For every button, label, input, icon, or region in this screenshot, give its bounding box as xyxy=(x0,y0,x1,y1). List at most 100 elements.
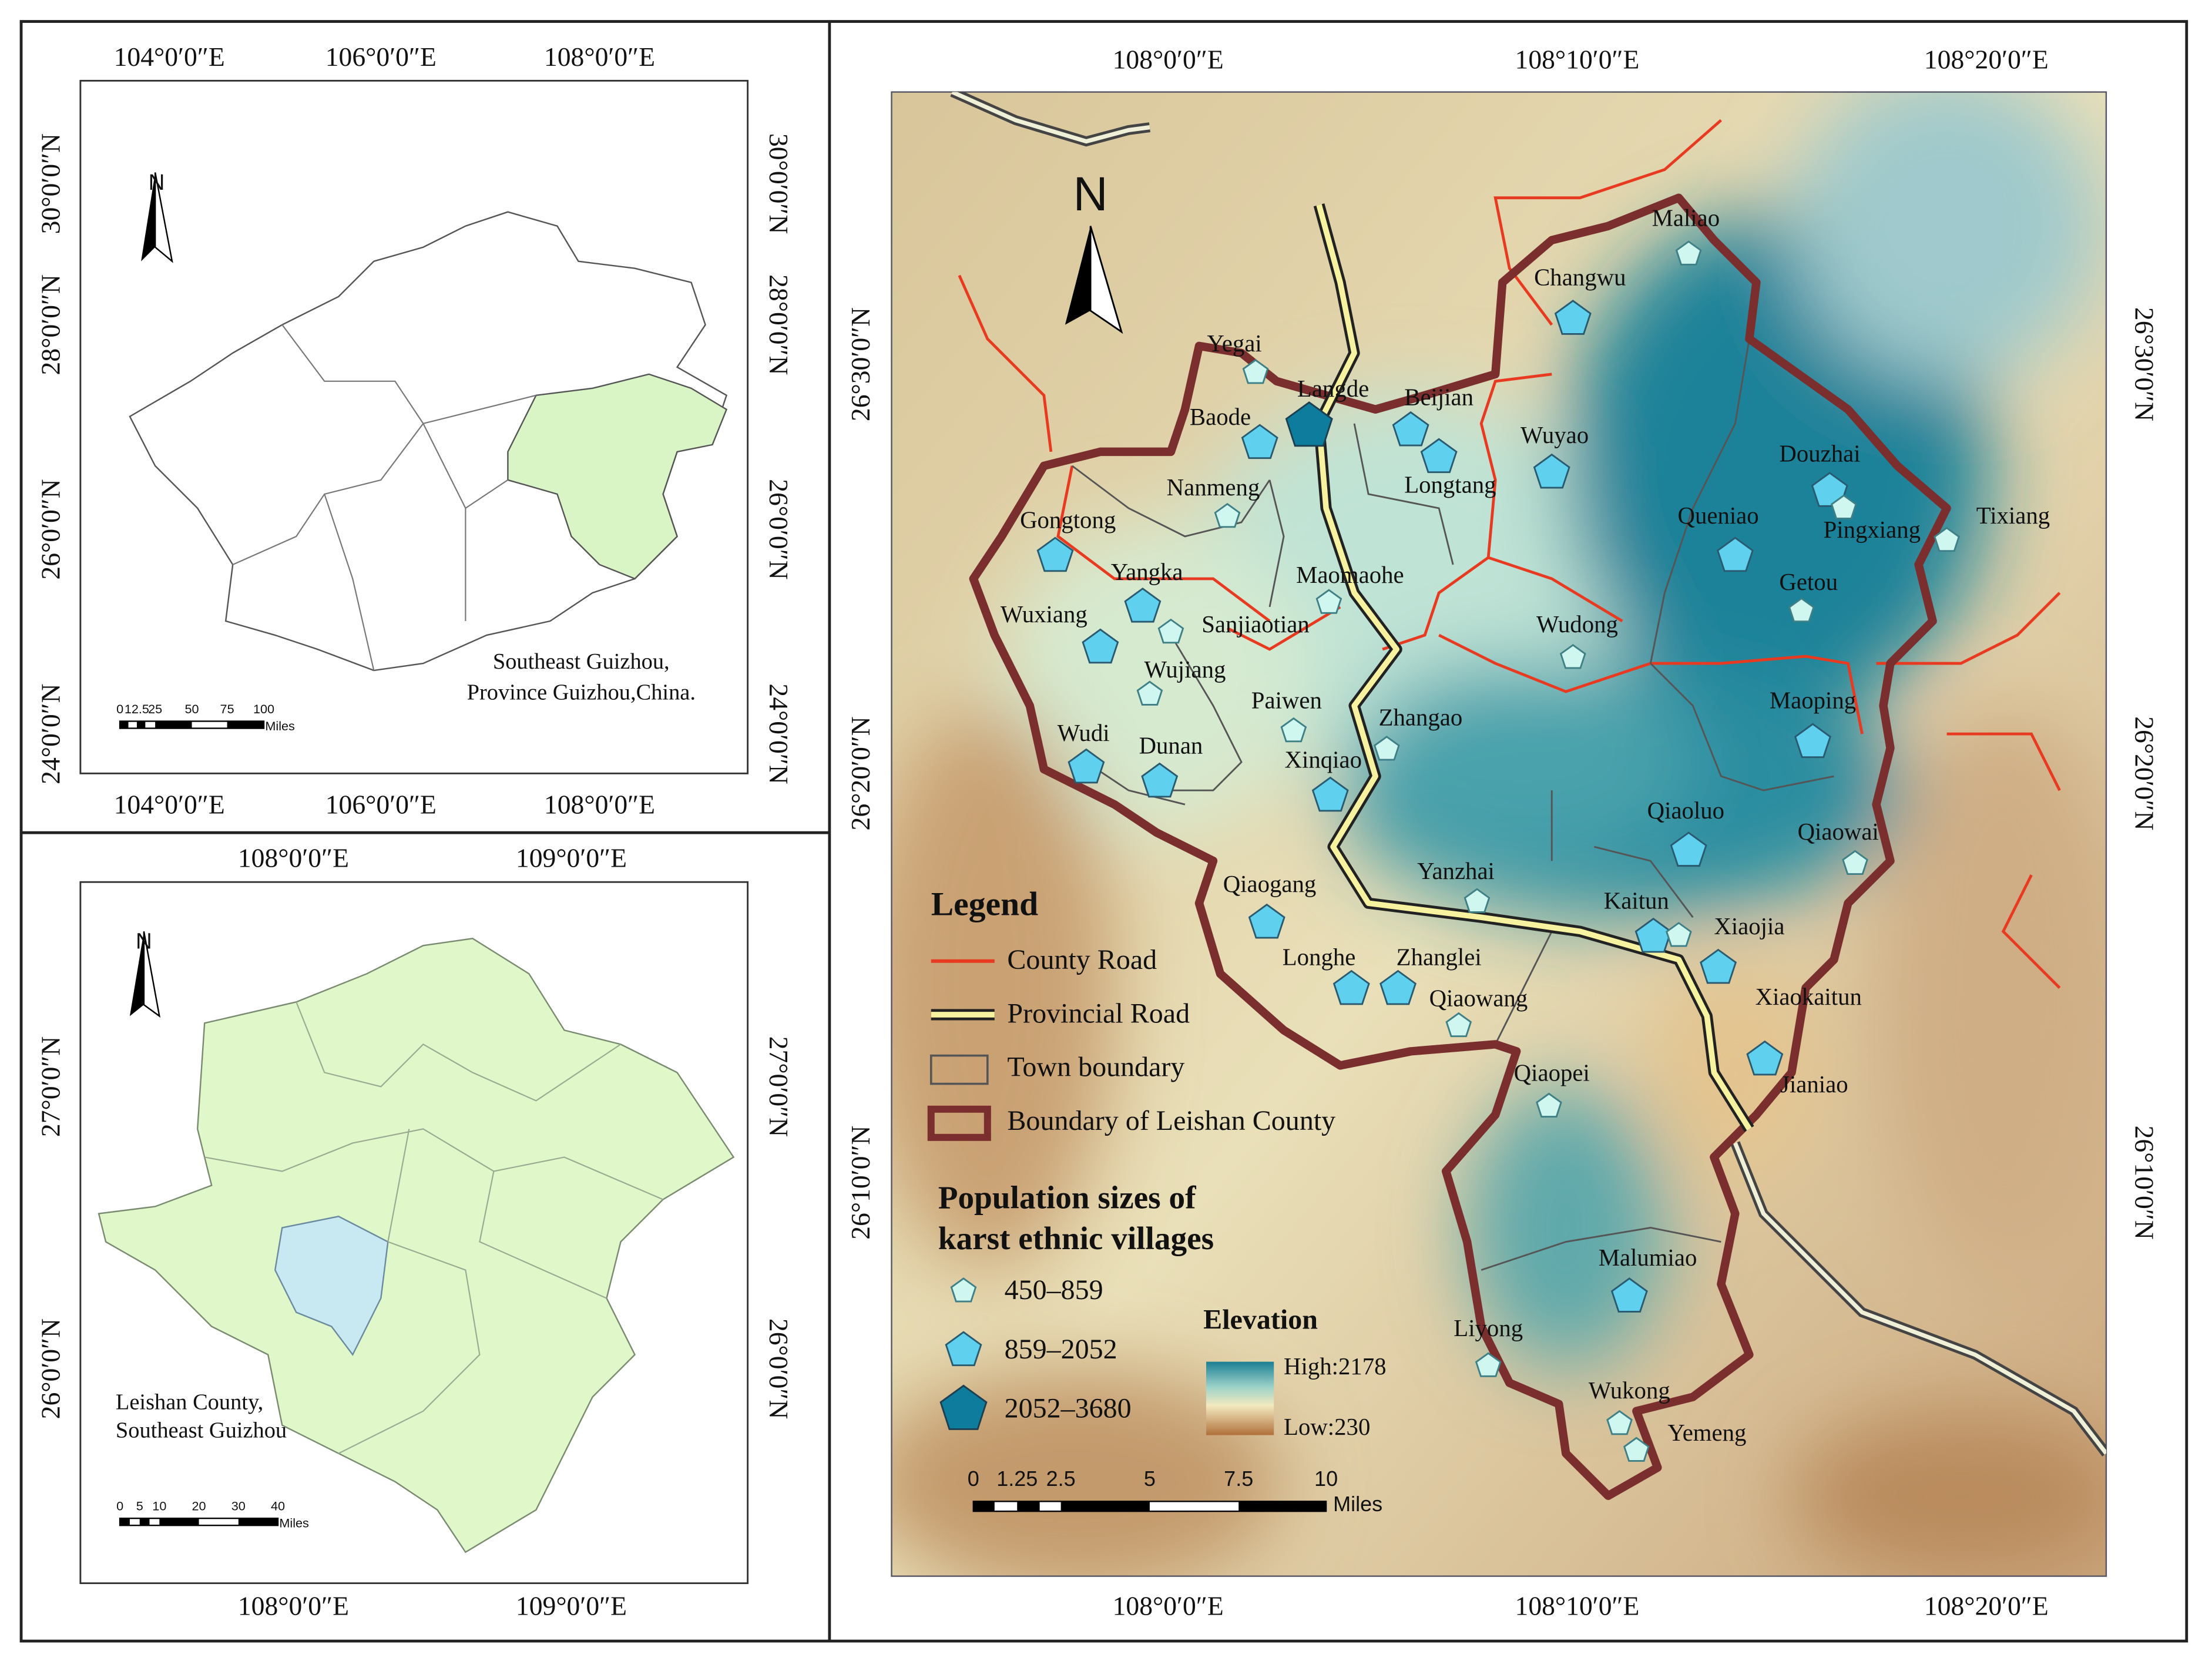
village-marker xyxy=(1794,723,1831,759)
village-marker xyxy=(1082,628,1119,664)
village-label: Xinqiao xyxy=(1285,746,1362,773)
x-tick-label: 108°0′0″E xyxy=(544,42,655,72)
village-label: Qiaowai xyxy=(1798,818,1879,845)
legend-marker xyxy=(950,1277,977,1303)
legend-marker xyxy=(945,1331,982,1367)
scale-label: 50 xyxy=(185,702,199,716)
village-marker xyxy=(1141,762,1179,798)
village-label: Xiaokaitun xyxy=(1755,984,1862,1010)
scale-label: 40 xyxy=(271,1499,285,1514)
north-arrow xyxy=(141,172,156,261)
southeast-guizhou xyxy=(98,938,735,1553)
y-tick-label: 28°0′0″N xyxy=(36,274,66,375)
legend-marker xyxy=(939,1384,988,1430)
y-tick-label: 26°0′0″N xyxy=(36,479,66,579)
north-label: N xyxy=(149,170,165,195)
y-tick-label: 26°20′0″N xyxy=(2129,716,2159,830)
village-label: Wudi xyxy=(1058,720,1110,746)
village-label: Wukong xyxy=(1589,1377,1670,1404)
y-tick-label: 26°10′0″N xyxy=(845,1126,875,1240)
village-label: Nanmeng xyxy=(1167,474,1260,501)
scale-label: 10 xyxy=(152,1499,166,1514)
village-marker xyxy=(1068,748,1105,784)
caption: Southeast Guizhou, xyxy=(493,649,670,674)
village-marker xyxy=(1248,903,1285,939)
village-marker xyxy=(1036,536,1074,572)
village-label: Wujiang xyxy=(1144,656,1226,683)
scale-label: 7.5 xyxy=(1224,1467,1253,1491)
southeast-guizhou xyxy=(507,373,728,580)
village-label: Qiaowang xyxy=(1429,985,1528,1011)
scale-label: 0 xyxy=(116,702,123,716)
village-marker xyxy=(1700,948,1737,984)
scale-label: 25 xyxy=(148,702,162,716)
prefecture-boundaries xyxy=(232,324,536,671)
village-label: Wudong xyxy=(1536,611,1618,637)
village-label: Getou xyxy=(1779,569,1838,595)
scale-label: 0 xyxy=(968,1467,979,1491)
village-marker xyxy=(1475,1352,1502,1377)
y-tick-label: 26°30′0″N xyxy=(2129,307,2159,421)
village-label: Baode xyxy=(1190,404,1251,430)
scale-label: 75 xyxy=(220,702,234,716)
village-marker xyxy=(1379,969,1417,1005)
x-tick-label: 108°0′0″E xyxy=(1113,1591,1224,1620)
village-marker xyxy=(1311,776,1349,812)
village-marker xyxy=(1554,300,1592,335)
legend-class: 859–2052 xyxy=(1005,1334,1117,1365)
village-label: Pingxiang xyxy=(1824,516,1921,543)
y-tick-label: 24°0′0″N xyxy=(764,683,794,784)
y-tick-label: 24°0′0″N xyxy=(36,683,66,784)
village-marker xyxy=(1606,1410,1633,1435)
village-marker xyxy=(1634,917,1672,953)
x-tick-label: 108°0′0″E xyxy=(238,843,349,873)
legend-subtitle: Population sizes of xyxy=(938,1180,1196,1216)
village-label: Changwu xyxy=(1534,264,1626,290)
x-tick-label: 104°0′0″E xyxy=(114,789,225,819)
village-marker xyxy=(1788,597,1815,623)
provincial-road xyxy=(1316,204,1752,1130)
y-tick-label: 26°20′0″N xyxy=(845,716,875,830)
north-arrow xyxy=(129,931,144,1016)
village-label: Tixiang xyxy=(1976,502,2050,529)
village-label: Longtang xyxy=(1404,471,1496,498)
north-arrow xyxy=(1089,226,1123,334)
village-marker xyxy=(1623,1437,1650,1462)
x-tick-label: 108°10′0″E xyxy=(1515,45,1640,75)
village-label: Sanjiaotian xyxy=(1201,611,1310,637)
village-label: Qiaoluo xyxy=(1647,797,1724,824)
village-marker xyxy=(1392,411,1429,447)
caption: Province Guizhou,China. xyxy=(467,680,696,705)
scale-label: 1.25 xyxy=(996,1467,1038,1491)
scale-label: 2.5 xyxy=(1046,1467,1076,1491)
village-label: Jianiao xyxy=(1780,1071,1848,1098)
village-label: Maomaohe xyxy=(1296,562,1404,588)
legend-item: Boundary of Leishan County xyxy=(1007,1105,1335,1136)
village-marker xyxy=(1241,424,1278,459)
village-label: Langde xyxy=(1297,375,1369,402)
y-tick-label: 26°10′0″N xyxy=(2129,1126,2159,1240)
village-marker xyxy=(1559,644,1586,669)
village-label: Douzhai xyxy=(1779,440,1860,467)
north-arrow xyxy=(143,931,161,1018)
scale-unit: Miles xyxy=(279,1515,309,1530)
village-label: Longhe xyxy=(1283,944,1356,971)
y-tick-label: 26°30′0″N xyxy=(845,307,875,421)
village-label: Zhanglei xyxy=(1397,944,1482,971)
x-tick-label: 104°0′0″E xyxy=(114,42,225,72)
village-marker xyxy=(1136,680,1163,706)
x-tick-label: 106°0′0″E xyxy=(325,789,437,819)
legend-item: Town boundary xyxy=(1007,1052,1184,1083)
village-label: Gongtong xyxy=(1020,506,1116,533)
village-label: Malumiao xyxy=(1599,1244,1697,1271)
village-marker xyxy=(1934,526,1960,552)
village-label: Paiwen xyxy=(1251,687,1322,714)
village-label: Qiaopei xyxy=(1514,1060,1590,1086)
village-label: Zhangao xyxy=(1379,704,1463,730)
x-tick-label: 108°0′0″E xyxy=(544,789,655,819)
village-marker xyxy=(1536,1092,1562,1118)
village-label: Yangka xyxy=(1111,559,1183,585)
village-marker xyxy=(1315,589,1342,614)
legend-class: 450–859 xyxy=(1005,1274,1103,1306)
